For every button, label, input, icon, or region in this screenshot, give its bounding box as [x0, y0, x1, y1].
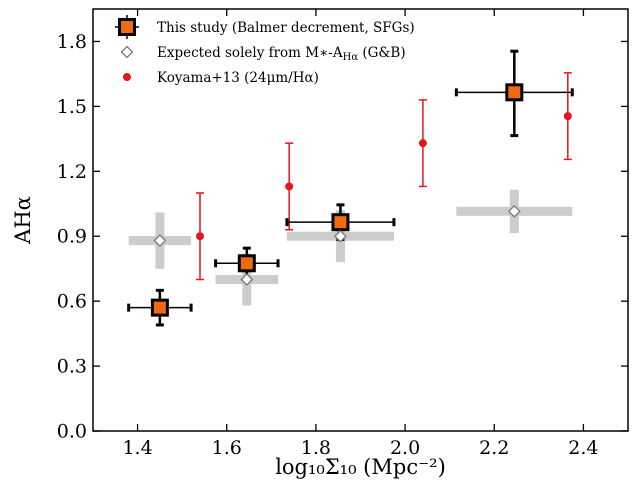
y-axis-title: AHα	[11, 196, 35, 245]
y-tick-label: 0.6	[57, 291, 87, 313]
x-axis-title: log₁₀Σ₁₀ (Mpc⁻²)	[275, 455, 446, 479]
gray-error-bands-layer	[128, 189, 573, 306]
x-tick-label: 1.6	[212, 437, 242, 459]
expected-diamond	[240, 273, 254, 286]
expected-diamond	[334, 229, 347, 243]
x-tick-label: 2.2	[479, 437, 509, 459]
legend-koyama-marker	[123, 73, 131, 81]
axis-ticks-layer: 1.4 1.6 1.8 2.0 2.2 2.4 0.0 0.3 0.6 0.9 1.2 1.5 1.8	[57, 9, 628, 459]
koyama-point	[285, 182, 294, 191]
legend-expected-marker	[120, 45, 134, 59]
y-tick-label: 0.9	[57, 226, 87, 248]
x-tick-label: 1.4	[122, 437, 152, 459]
y-tick-label: 1.5	[57, 96, 87, 118]
legend-label: Expected solely from M∗-AHα (G&B)	[157, 45, 406, 63]
study-point	[331, 213, 350, 232]
expected-diamond	[507, 204, 521, 218]
koyama-point	[563, 112, 572, 121]
legend: This study (Balmer decrement, SFGs) Expec…	[115, 15, 415, 86]
study-point	[150, 298, 169, 317]
y-tick-label: 0.0	[57, 421, 87, 443]
x-tick-label: 2.0	[390, 437, 420, 459]
x-tick-label: 1.8	[301, 437, 331, 459]
study-point	[505, 83, 524, 102]
y-tick-label: 1.2	[57, 161, 87, 183]
y-tick-label: 1.8	[57, 31, 87, 53]
x-tick-label: 2.4	[568, 437, 598, 459]
koyama-point	[418, 139, 427, 148]
study-points-layer	[127, 49, 574, 327]
y-tick-label: 0.3	[57, 356, 87, 378]
legend-label: This study (Balmer decrement, SFGs)	[157, 20, 415, 36]
koyama-point	[196, 232, 204, 241]
plot-frame	[92, 8, 629, 432]
red-points-layer	[196, 72, 572, 281]
legend-study-marker	[118, 18, 136, 36]
expected-diamond	[153, 234, 167, 247]
legend-label: Koyama+13 (24μm/Hα)	[157, 70, 319, 86]
study-point	[237, 254, 256, 273]
